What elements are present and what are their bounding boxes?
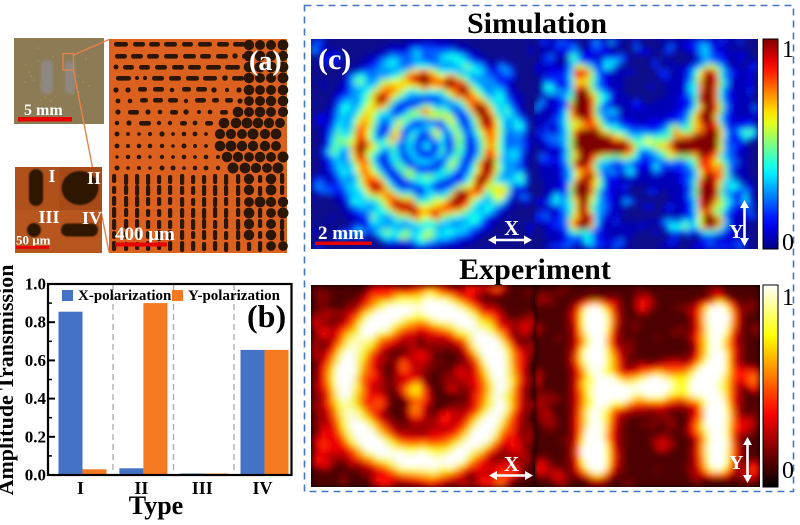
svg-text:Experiment: Experiment bbox=[459, 253, 611, 286]
svg-text:X: X bbox=[504, 452, 519, 476]
svg-text:Y-polarization: Y-polarization bbox=[188, 288, 281, 304]
svg-text:0.0: 0.0 bbox=[25, 466, 46, 485]
svg-text:III: III bbox=[38, 207, 59, 227]
svg-text:III: III bbox=[192, 478, 213, 498]
svg-text:5 mm: 5 mm bbox=[24, 102, 63, 119]
svg-text:Simulation: Simulation bbox=[467, 7, 607, 40]
svg-text:IV: IV bbox=[252, 478, 272, 498]
svg-text:0: 0 bbox=[782, 230, 794, 256]
svg-text:1: 1 bbox=[782, 37, 794, 63]
svg-text:IV: IV bbox=[82, 208, 102, 228]
svg-text:I: I bbox=[48, 166, 55, 186]
svg-text:2 mm: 2 mm bbox=[318, 223, 364, 244]
svg-text:Type: Type bbox=[129, 491, 183, 520]
svg-text:(b): (b) bbox=[247, 298, 286, 334]
svg-text:1.0: 1.0 bbox=[25, 275, 46, 294]
svg-text:0.2: 0.2 bbox=[25, 427, 46, 446]
svg-text:0.4: 0.4 bbox=[25, 389, 47, 408]
svg-text:400 μm: 400 μm bbox=[115, 224, 175, 245]
svg-text:I: I bbox=[77, 478, 84, 498]
svg-text:0.6: 0.6 bbox=[25, 351, 46, 370]
svg-text:1: 1 bbox=[782, 285, 794, 311]
svg-text:II: II bbox=[134, 478, 148, 498]
svg-text:II: II bbox=[87, 168, 101, 188]
svg-text:X-polarization: X-polarization bbox=[78, 288, 172, 304]
svg-text:50 μm: 50 μm bbox=[16, 233, 51, 248]
svg-text:0.8: 0.8 bbox=[25, 313, 46, 332]
svg-text:Y: Y bbox=[729, 452, 744, 474]
svg-text:Y: Y bbox=[729, 221, 744, 243]
svg-text:(c): (c) bbox=[318, 43, 351, 76]
svg-text:Amplitude Transmission: Amplitude Transmission bbox=[0, 265, 18, 496]
svg-text:(a): (a) bbox=[249, 46, 282, 77]
svg-text:X: X bbox=[504, 216, 519, 240]
svg-text:0: 0 bbox=[782, 458, 794, 484]
